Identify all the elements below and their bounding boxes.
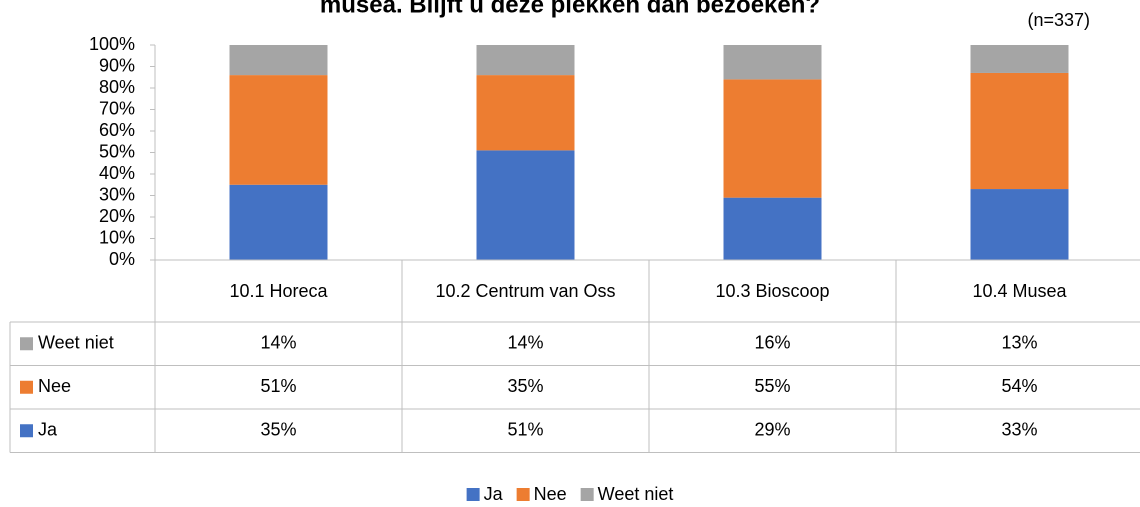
x-tick-label: 10.2 Centrum van Oss [435, 280, 616, 301]
x-tick-label: 10.3 Bioscoop [715, 280, 830, 301]
data-label: 29% [754, 420, 790, 440]
bar-segment [723, 45, 822, 80]
data-label: 51% [260, 376, 296, 396]
data-label: 16% [754, 333, 790, 353]
bar-segment [970, 189, 1069, 260]
bar-segment [476, 75, 575, 151]
bar-segment [970, 45, 1069, 73]
bar-segment [970, 72, 1069, 190]
legend: Ja Nee Weet niet [466, 484, 674, 504]
data-label: 55% [754, 376, 790, 396]
data-label: 51% [507, 420, 543, 440]
bar-segment [229, 45, 328, 76]
bar-segment [229, 184, 328, 260]
x-tick-label: 10.1 Horeca [229, 280, 328, 301]
x-tick-cell: 10.2 Centrum van Oss [435, 280, 616, 301]
y-tick-label: 20% [99, 206, 135, 226]
legend-key [580, 488, 594, 501]
y-tick-label: 90% [99, 55, 135, 75]
data-label: 35% [507, 376, 543, 396]
y-tick-label: 30% [99, 184, 135, 204]
y-tick-label: 100% [89, 34, 135, 54]
data-label: 35% [260, 420, 296, 440]
data-label: 14% [507, 333, 543, 353]
y-tick-label: 80% [99, 77, 135, 97]
legend-label: Weet niet [598, 484, 674, 504]
x-tick-cell: 10.1 Horeca [229, 280, 328, 301]
bar-segment [723, 197, 822, 260]
legend-label: Ja [484, 484, 504, 504]
legend-key [20, 337, 33, 351]
legend-key [466, 488, 480, 501]
x-tick-label: 10.4 Musea [972, 280, 1067, 301]
row-label: Weet niet [38, 333, 114, 353]
annotation: (n=337) [1027, 10, 1090, 30]
legend-key [516, 488, 530, 501]
y-tick-label: 50% [99, 141, 135, 161]
bar-segment [476, 150, 575, 260]
data-label: 54% [1001, 376, 1037, 396]
legend-label: Nee [534, 484, 567, 504]
data-label: 13% [1001, 333, 1037, 353]
chart-title: musea. Blijft u deze plekken dan bezoeke… [320, 0, 820, 18]
y-tick-label: 0% [109, 249, 135, 269]
data-label: 14% [260, 333, 296, 353]
bar-segment [229, 75, 328, 185]
row-label: Ja [38, 420, 58, 440]
y-tick-label: 10% [99, 227, 135, 247]
row-label: Nee [38, 376, 71, 396]
legend-key [20, 380, 33, 394]
y-tick-label: 60% [99, 120, 135, 140]
legend-key [20, 424, 33, 438]
data-label: 33% [1001, 420, 1037, 440]
bar-segment [723, 79, 822, 198]
y-tick-label: 40% [99, 163, 135, 183]
y-tick-label: 70% [99, 98, 135, 118]
bar-segment [476, 45, 575, 76]
x-tick-cell: 10.3 Bioscoop [715, 280, 830, 301]
x-tick-cell: 10.4 Musea [972, 280, 1067, 301]
